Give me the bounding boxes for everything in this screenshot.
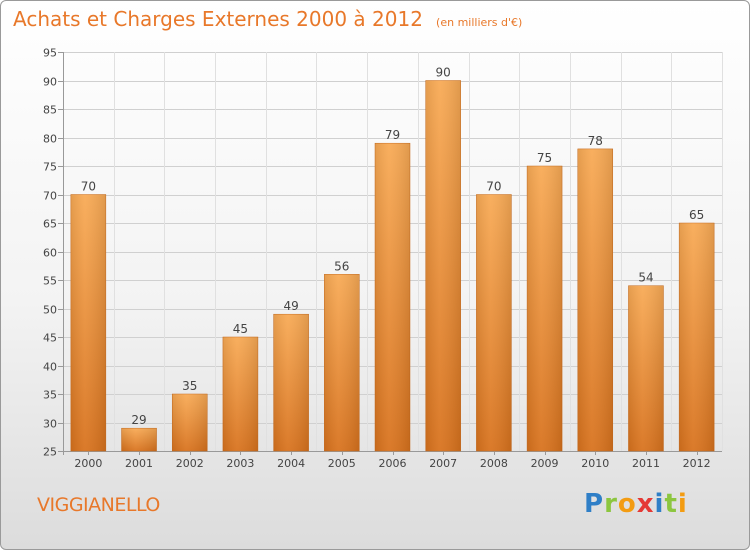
y-tick-label: 90 <box>43 76 57 89</box>
logo-letter: o <box>617 489 637 519</box>
bar-shade-2010 <box>577 148 613 451</box>
x-tick-label-2005: 2005 <box>328 457 356 470</box>
value-label-2009: 75 <box>537 151 552 165</box>
chart-title-block: Achats et Charges Externes 2000 à 2012 (… <box>13 7 522 31</box>
value-label-2001: 29 <box>131 413 146 427</box>
y-tick-label: 70 <box>43 190 57 203</box>
bar-shade-2011 <box>628 285 664 451</box>
y-tick-label: 75 <box>43 161 57 174</box>
y-tick-label: 40 <box>43 361 57 374</box>
x-tick-label-2004: 2004 <box>277 457 305 470</box>
x-tick-label-2006: 2006 <box>379 457 407 470</box>
value-label-2002: 35 <box>182 379 197 393</box>
logo-letter: i <box>677 489 688 519</box>
y-tick-label: 35 <box>43 389 57 402</box>
bar-shade-2012 <box>679 223 715 451</box>
y-tick-label: 80 <box>43 133 57 146</box>
bar-shade-2000 <box>70 194 106 451</box>
y-tick-label: 85 <box>43 104 57 117</box>
x-tick-label-2011: 2011 <box>632 457 660 470</box>
value-label-2008: 70 <box>486 180 501 194</box>
x-tick-label-2010: 2010 <box>581 457 609 470</box>
x-tick-label-2012: 2012 <box>683 457 711 470</box>
x-tick-label-2002: 2002 <box>176 457 204 470</box>
value-label-2006: 79 <box>385 128 400 142</box>
bar-shade-2009 <box>527 166 563 451</box>
bar-shade-2007 <box>425 80 461 451</box>
x-tick-label-2009: 2009 <box>531 457 559 470</box>
commune-name: VIGGIANELLO <box>37 494 160 516</box>
logo-letter: t <box>664 489 678 519</box>
logo-letter: i <box>654 489 665 519</box>
bar-shade-2002 <box>172 394 208 451</box>
y-tick-label: 55 <box>43 275 57 288</box>
value-label-2011: 54 <box>638 271 653 285</box>
value-label-2000: 70 <box>81 180 96 194</box>
bar-shade-2001 <box>121 428 157 451</box>
chart-title: Achats et Charges Externes 2000 à 2012 <box>13 7 423 31</box>
x-tick-label-2008: 2008 <box>480 457 508 470</box>
value-label-2010: 78 <box>588 134 603 148</box>
value-label-2007: 90 <box>436 66 451 80</box>
y-tick-label: 30 <box>43 418 57 431</box>
value-label-2012: 65 <box>689 208 704 222</box>
logo-letter: r <box>604 489 618 519</box>
value-label-2004: 49 <box>283 299 298 313</box>
y-tick-label: 95 <box>43 47 57 60</box>
logo-letter: x <box>636 489 655 519</box>
y-tick-label: 45 <box>43 332 57 345</box>
x-tick-label-2001: 2001 <box>125 457 153 470</box>
value-label-2005: 56 <box>334 259 349 273</box>
bar-shade-2006 <box>375 143 410 451</box>
bar-shade-2008 <box>476 194 512 451</box>
bar-shade-2003 <box>222 337 258 451</box>
bar-shade-2005 <box>324 274 360 451</box>
y-tick-label: 60 <box>43 247 57 260</box>
value-label-2003: 45 <box>233 322 248 336</box>
chart-subtitle: (en milliers d'€) <box>436 16 523 29</box>
logo-letter: P <box>584 489 605 519</box>
bar-shade-2004 <box>273 314 309 451</box>
x-tick-label-2000: 2000 <box>74 457 102 470</box>
x-tick-label-2003: 2003 <box>226 457 254 470</box>
x-tick-label-2007: 2007 <box>429 457 457 470</box>
y-tick-label: 65 <box>43 218 57 231</box>
y-tick-label: 50 <box>43 304 57 317</box>
y-tick-label: 25 <box>43 446 57 459</box>
proxiti-logo: Proxiti <box>584 489 688 519</box>
